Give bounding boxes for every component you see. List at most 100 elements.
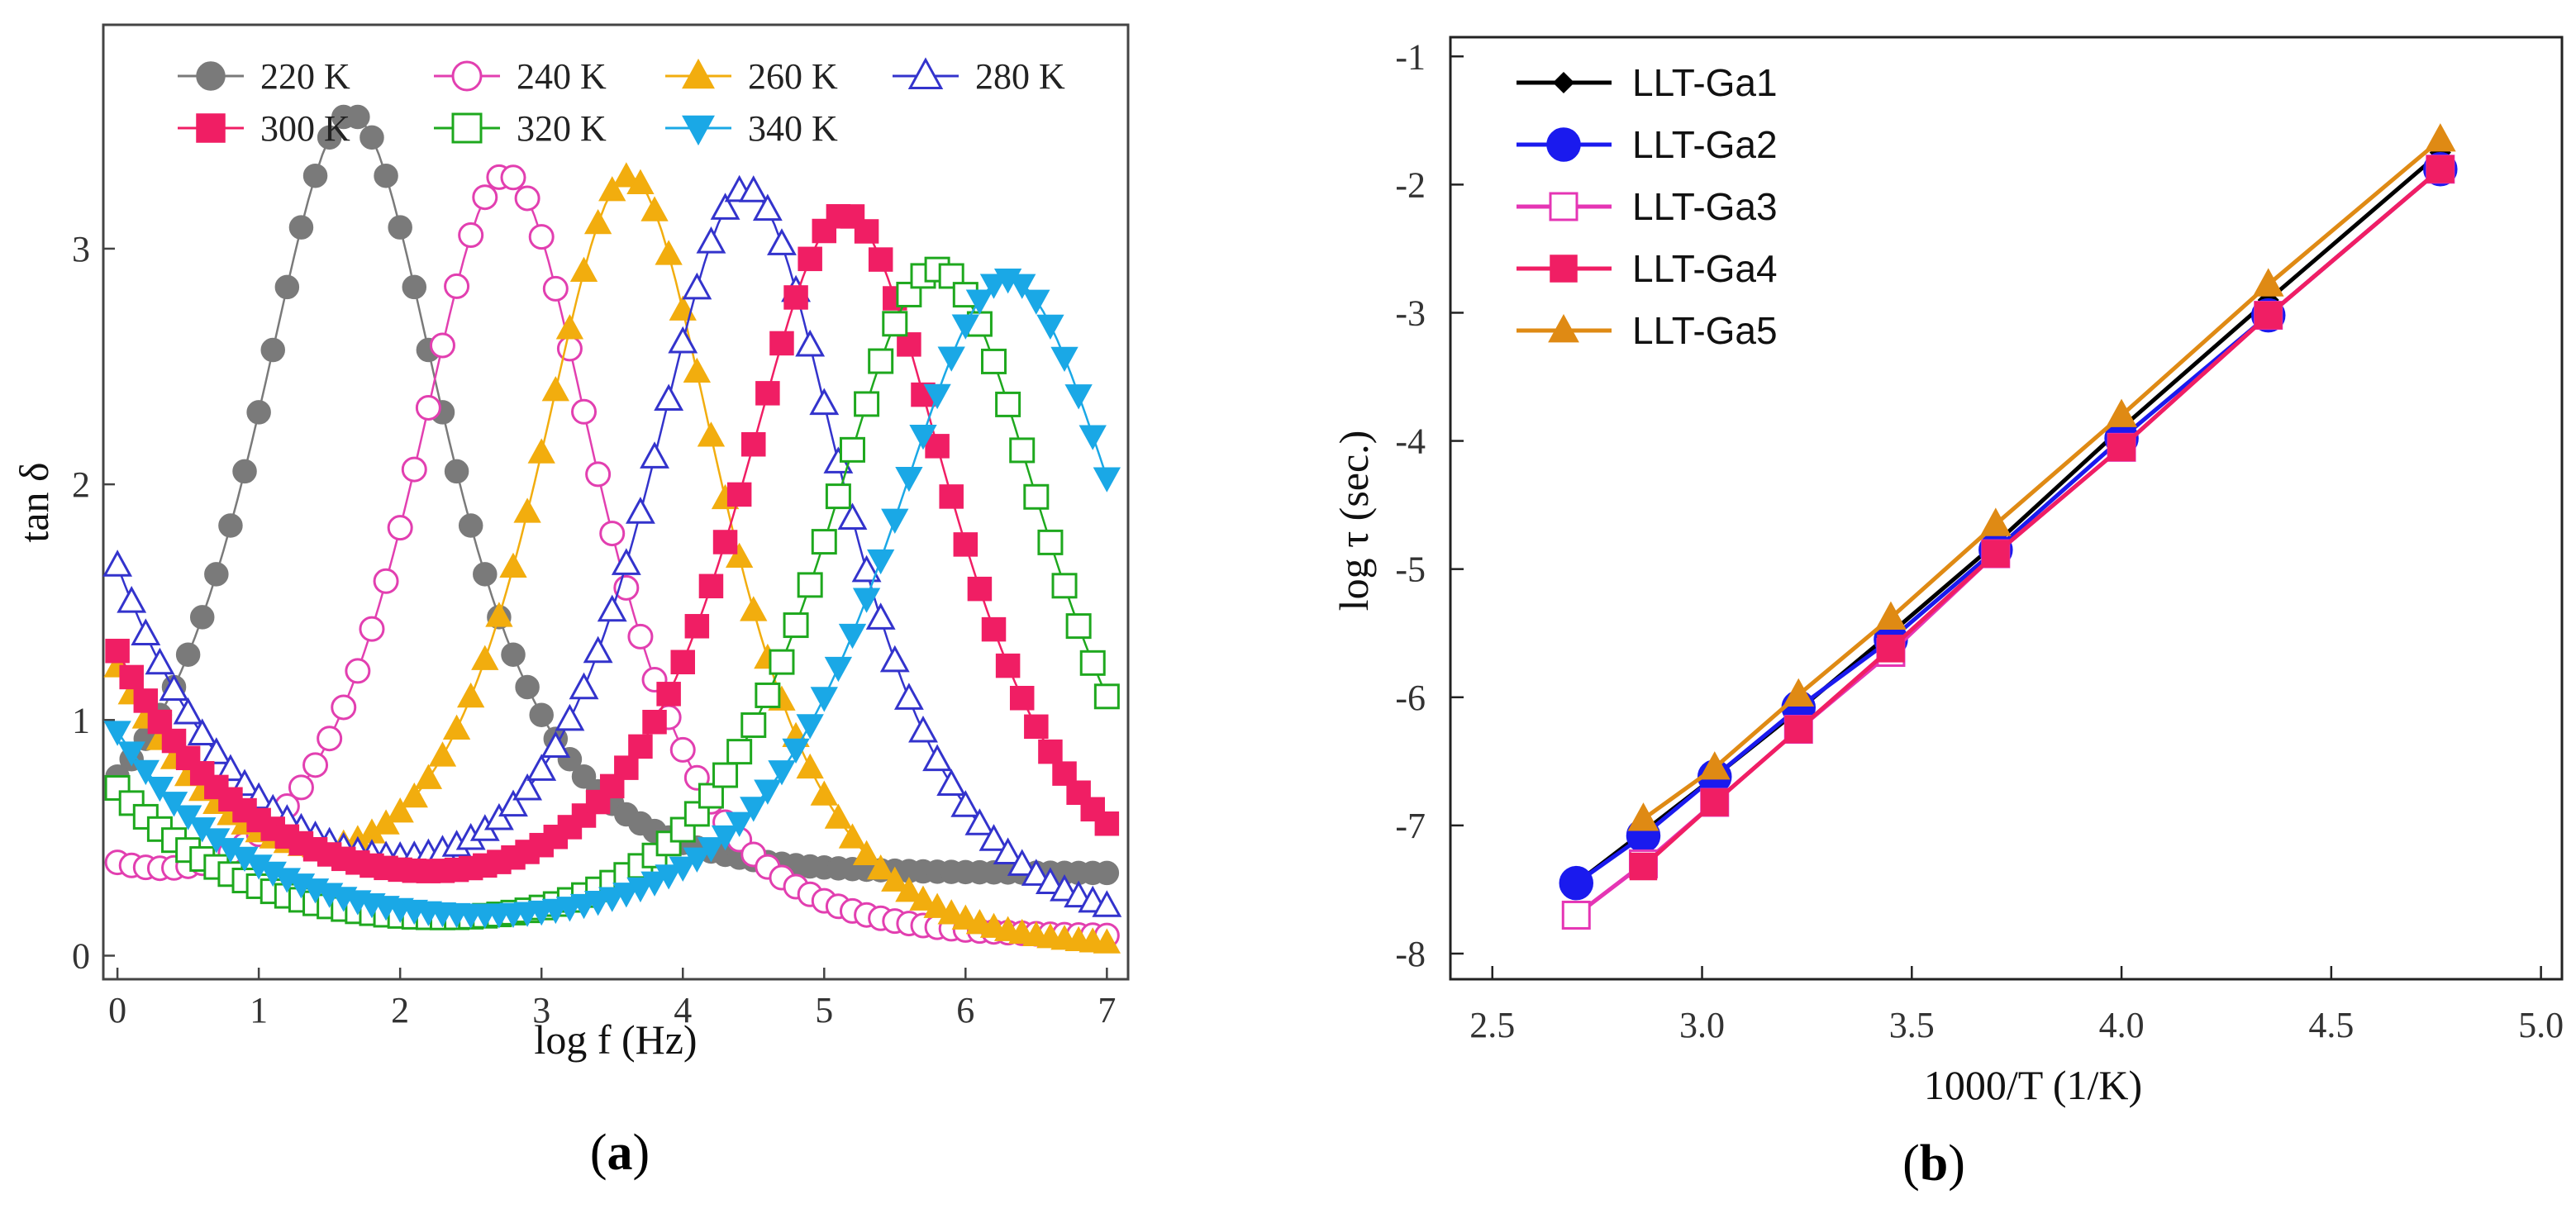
panel-a-data-point xyxy=(838,823,867,849)
panel-a-data-point xyxy=(1023,483,1050,510)
panel-a-data-point xyxy=(1094,811,1120,836)
panel-a-data-point xyxy=(811,529,837,555)
panel-a-data-point xyxy=(824,803,853,829)
panel-a-data-point xyxy=(160,792,188,817)
panel-a-data-point xyxy=(895,466,923,493)
panel-b-frame xyxy=(1449,36,2564,981)
panel-a-data-point xyxy=(103,721,131,746)
panel-a-data-point xyxy=(569,256,598,283)
panel-b-x-tick-label: 4.5 xyxy=(2308,1005,2354,1045)
panel-a-data-point xyxy=(710,193,740,220)
panel-b-legend-label: LLT-Ga1 xyxy=(1632,61,1778,104)
panel-b-x-tick-label: 4.0 xyxy=(2099,1005,2145,1045)
panel-b-data-point xyxy=(2426,155,2455,183)
panel-b-data-point xyxy=(1698,751,1731,780)
panel-a-data-point xyxy=(768,760,796,786)
panel-a-data-point xyxy=(625,497,655,524)
panel-a-data-point xyxy=(1035,867,1065,894)
panel-a-data-point xyxy=(964,808,995,835)
panel-a-legend-entry: 260 K xyxy=(665,56,838,97)
panel-a-series-280-k xyxy=(102,174,1122,917)
panel-a-data-point xyxy=(1051,573,1078,599)
panel-a-data-point xyxy=(879,645,910,673)
panel-a-data-point xyxy=(825,483,851,510)
panel-a-data-point xyxy=(260,337,285,363)
panel-a-data-point xyxy=(117,585,147,613)
panel-a-x-tick-label: 4 xyxy=(674,990,692,1030)
panel-a-data-point xyxy=(527,438,555,464)
panel-a-data-point xyxy=(838,623,867,650)
panel-a-data-point xyxy=(1078,425,1107,450)
panel-b-data-point xyxy=(1784,715,1813,744)
panel-a-data-point xyxy=(712,530,738,554)
panel-a-x-tick-label: 1 xyxy=(250,990,268,1030)
panel-a-data-point xyxy=(401,456,427,483)
panel-a-data-point xyxy=(669,856,697,882)
panel-a-data-point xyxy=(936,769,967,796)
panel-a-data-point xyxy=(738,175,769,202)
panel-a-data-point xyxy=(868,247,893,272)
panel-a-data-point xyxy=(571,398,598,425)
panel-a-data-point xyxy=(953,532,978,557)
panel-a-data-point xyxy=(711,825,740,851)
panel-a-data-point xyxy=(769,331,794,356)
panel-b-legend: LLT-Ga1 LLT-Ga2 LLT-Ga3 LLT-Ga4 LLT-Ga5 xyxy=(1517,61,1778,352)
panel-a-data-point xyxy=(965,289,994,315)
panel-a-data-point xyxy=(796,714,824,740)
panel-a-legend-label: 300 K xyxy=(260,108,350,149)
panel-a-data-point xyxy=(951,314,979,340)
panel-a-data-point xyxy=(698,573,724,599)
panel-a-legend-marker xyxy=(682,58,715,89)
panel-a-data-point xyxy=(809,388,840,416)
panel-a-data-point xyxy=(1024,714,1049,740)
panel-a-data-point xyxy=(682,272,712,300)
panel-a-data-point xyxy=(485,602,513,627)
panel-a-y-tick-label: 0 xyxy=(72,935,90,976)
panel-a-legend-entry: 320 K xyxy=(434,108,607,149)
panel-a-data-point xyxy=(895,877,923,902)
panel-a-legend-entry: 240 K xyxy=(434,56,607,97)
panel-a-data-point xyxy=(937,899,965,925)
panel-a-data-point xyxy=(473,562,498,587)
panel-b-legend-entry: LLT-Ga3 xyxy=(1517,185,1778,228)
panel-a-data-point xyxy=(769,649,795,675)
panel-a-data-point xyxy=(402,274,427,300)
panel-b-legend-entry: LLT-Ga4 xyxy=(1517,247,1778,290)
panel-a-data-point xyxy=(132,803,159,830)
panel-a-data-point xyxy=(881,508,909,534)
panel-a-data-point xyxy=(1052,761,1077,786)
panel-a-data-point xyxy=(656,682,681,707)
panel-a-data-point xyxy=(981,616,1007,642)
panel-a-x-axis-title: log f (Hz) xyxy=(534,1016,697,1063)
panel-b-data-point xyxy=(2252,268,2284,297)
panel-b-x-tick-label: 5.0 xyxy=(2518,1005,2564,1045)
panel-a-data-point xyxy=(458,513,483,538)
panel-a-data-point xyxy=(697,421,726,447)
panel-a-data-point xyxy=(501,642,526,667)
panel-a-x-tick-label: 2 xyxy=(391,990,409,1030)
panel-a-data-point xyxy=(611,548,641,575)
panel-a-data-point xyxy=(444,273,470,299)
panel-a-data-point xyxy=(628,734,653,759)
panel-a-data-point xyxy=(626,877,655,903)
panel-a-data-point xyxy=(979,274,1008,299)
panel-a-data-point xyxy=(810,687,838,712)
panel-a-y-axis-title: tan δ xyxy=(11,462,57,542)
panel-a-data-point xyxy=(923,383,951,410)
panel-a-data-point xyxy=(288,774,314,801)
panel-a-data-point xyxy=(598,176,626,202)
panel-a-label: (a) xyxy=(590,1125,650,1181)
panel-a-data-point xyxy=(726,482,752,507)
panel-a-data-point xyxy=(837,502,868,530)
panel-a-data-point xyxy=(317,726,343,752)
panel-a-data-point xyxy=(783,612,809,639)
panel-a-data-point xyxy=(642,709,667,735)
panel-a-data-point xyxy=(515,674,540,700)
panel-a-data-point xyxy=(302,752,329,778)
panel-b-y-axis-title: log τ (sec.) xyxy=(1331,431,1377,612)
panel-a-data-point xyxy=(457,682,485,708)
panel-a-data-point xyxy=(712,762,739,788)
panel-a-data-point xyxy=(201,737,231,764)
panel-a-data-point xyxy=(1021,859,1051,886)
panel-a-data-point xyxy=(725,542,754,568)
